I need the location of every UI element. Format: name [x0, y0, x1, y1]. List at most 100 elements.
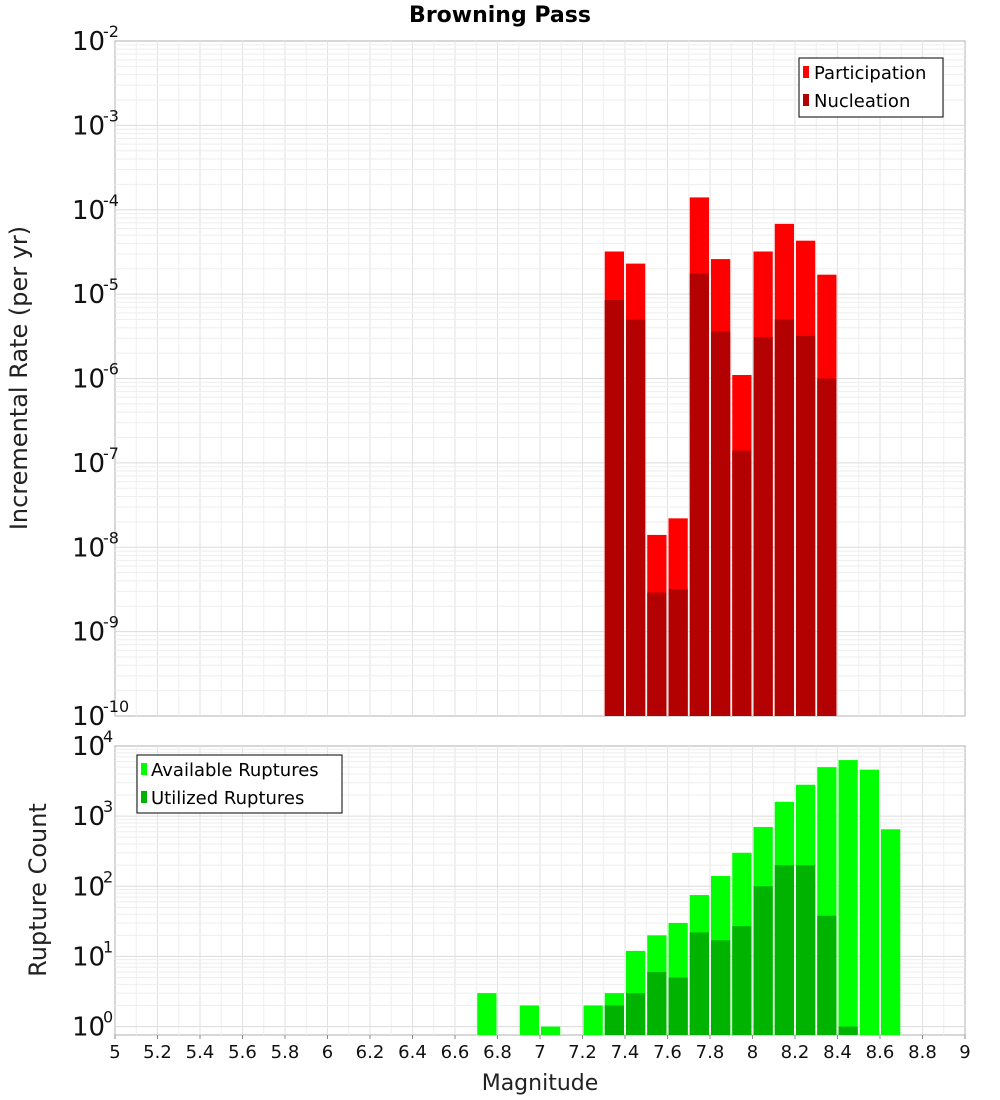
- bar-nucleation: [668, 589, 688, 716]
- rate-legend-box: [798, 57, 944, 118]
- y-tick-label: 10-4: [72, 191, 119, 226]
- y-tick-base: 10: [72, 1013, 105, 1043]
- x-tick-label: 5: [109, 1042, 120, 1063]
- x-tick-label: 6.6: [441, 1042, 470, 1063]
- bar-utilized-ruptures: [668, 977, 688, 1035]
- bar-utilized-ruptures: [711, 940, 731, 1035]
- bar-nucleation: [626, 319, 646, 716]
- y-tick-label: 10-8: [72, 528, 119, 563]
- y-tick-exponent: 1: [103, 937, 113, 956]
- y-tick-label: 10-3: [72, 106, 119, 141]
- x-tick-label: 6.4: [398, 1042, 427, 1063]
- bar-available-ruptures: [583, 1005, 603, 1035]
- x-tick-label: 7.4: [611, 1042, 640, 1063]
- x-tick-label: 5.2: [143, 1042, 172, 1063]
- bar-utilized-ruptures: [626, 993, 646, 1035]
- y-tick-label: 104: [72, 727, 113, 762]
- bar-nucleation: [774, 319, 794, 716]
- bar-nucleation: [817, 378, 837, 716]
- legend-swatch-nucleation: [803, 94, 809, 106]
- y-tick-label: 101: [72, 937, 113, 972]
- y-tick-exponent: -2: [103, 22, 119, 41]
- legend-label-participation: Participation: [814, 63, 926, 84]
- x-axis-label: Magnitude: [482, 1071, 599, 1096]
- y-tick-base: 10: [72, 533, 105, 563]
- y-tick-base: 10: [72, 196, 105, 226]
- x-tick-label: 6: [322, 1042, 333, 1063]
- x-tick-label: 9: [959, 1042, 970, 1063]
- x-tick-label: 8.2: [781, 1042, 810, 1063]
- rate-legend: Participation Nucleation: [798, 57, 944, 118]
- y-tick-base: 10: [72, 618, 105, 648]
- bar-nucleation: [604, 300, 624, 716]
- y-tick-base: 10: [72, 365, 105, 395]
- legend-label-utilized: Utilized Ruptures: [151, 788, 304, 809]
- y-tick-base: 10: [72, 732, 105, 762]
- bar-nucleation: [796, 335, 816, 716]
- y-tick-exponent: -4: [103, 191, 119, 210]
- y-tick-exponent: -8: [103, 528, 119, 547]
- bar-utilized-ruptures: [753, 886, 773, 1035]
- bar-available-ruptures: [859, 769, 879, 1035]
- y-tick-exponent: -7: [103, 444, 119, 463]
- x-tick-label: 7.8: [696, 1042, 725, 1063]
- y-tick-label: 102: [72, 867, 113, 902]
- y-tick-exponent: -6: [103, 360, 119, 379]
- x-ticks: 5 5.2 5.4 5.6 5.8 6 6.2 6.4 6.6 6.8 7 7.2 7.4 7.6 7.8 8…: [109, 1035, 971, 1063]
- bar-available-ruptures: [838, 760, 858, 1035]
- bar-utilized-ruptures: [817, 915, 837, 1035]
- bar-available-ruptures: [477, 993, 497, 1035]
- bar-available-ruptures: [519, 1005, 539, 1035]
- x-tick-label: 7.2: [568, 1042, 597, 1063]
- count-y-axis-label: Rupture Count: [24, 803, 52, 977]
- x-tick-label: 6.8: [483, 1042, 512, 1063]
- bar-nucleation: [732, 450, 752, 716]
- bar-utilized-ruptures: [774, 865, 794, 1035]
- y-tick-base: 10: [72, 942, 105, 972]
- x-tick-label: 7.6: [653, 1042, 682, 1063]
- chart-title: Browning Pass: [409, 3, 591, 28]
- rate-bars: [604, 197, 837, 717]
- x-tick-label: 8: [747, 1042, 758, 1063]
- rate-y-axis-label: Incremental Rate (per yr): [5, 226, 33, 530]
- y-tick-base: 10: [72, 280, 105, 310]
- y-tick-base: 10: [72, 702, 105, 732]
- count-legend: Available Ruptures Utilized Ruptures: [136, 754, 343, 814]
- y-tick-exponent: 2: [103, 867, 113, 886]
- x-tick-label: 5.4: [186, 1042, 215, 1063]
- x-tick-label: 7: [534, 1042, 545, 1063]
- bar-nucleation: [711, 331, 731, 716]
- y-tick-label: 10-9: [72, 613, 119, 648]
- x-tick-label: 8.8: [908, 1042, 937, 1063]
- x-tick-label: 8.6: [866, 1042, 895, 1063]
- y-tick-base: 10: [72, 802, 105, 832]
- y-tick-exponent: -9: [103, 613, 119, 632]
- y-tick-exponent: 3: [103, 797, 113, 816]
- count-legend-box: [136, 754, 343, 814]
- bar-utilized-ruptures: [604, 1005, 624, 1035]
- bar-utilized-ruptures: [647, 971, 667, 1035]
- y-tick-label: 103: [72, 797, 113, 832]
- y-tick-base: 10: [72, 111, 105, 141]
- y-tick-exponent: -10: [103, 697, 129, 716]
- y-tick-base: 10: [72, 872, 105, 902]
- legend-swatch-available: [141, 763, 147, 775]
- y-tick-exponent: 0: [103, 1008, 113, 1027]
- rate-gridlines: [115, 41, 965, 716]
- y-tick-exponent: -5: [103, 275, 119, 294]
- bar-available-ruptures: [881, 829, 901, 1035]
- bar-utilized-ruptures: [838, 1026, 858, 1035]
- bar-available-ruptures: [541, 1026, 561, 1035]
- x-tick-label: 6.2: [356, 1042, 385, 1063]
- y-tick-label: 100: [72, 1008, 113, 1043]
- legend-label-nucleation: Nucleation: [814, 91, 910, 112]
- bar-utilized-ruptures: [796, 865, 816, 1035]
- y-tick-exponent: -3: [103, 106, 119, 125]
- legend-label-available: Available Ruptures: [151, 760, 319, 781]
- y-tick-base: 10: [72, 449, 105, 479]
